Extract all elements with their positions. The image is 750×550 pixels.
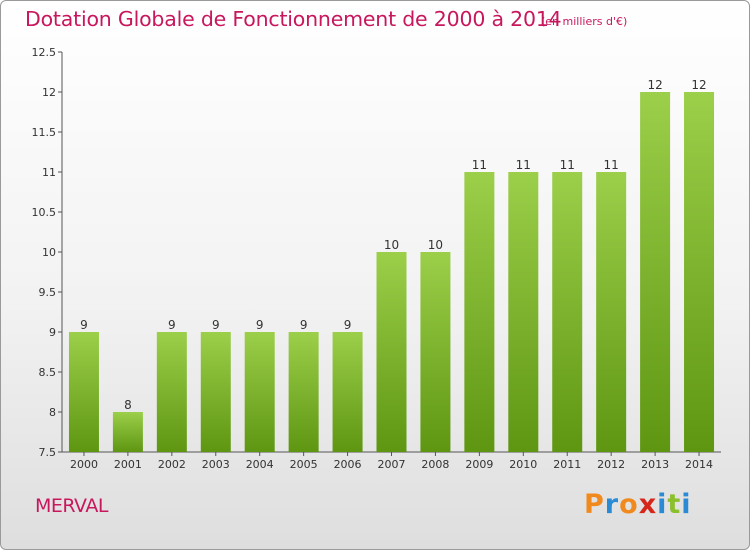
x-tick-label: 2014 (685, 458, 713, 471)
y-tick-label: 10 (42, 246, 56, 259)
y-tick-label: 11 (42, 166, 56, 179)
y-tick-label: 11.5 (32, 126, 57, 139)
logo-letter: i (657, 489, 668, 520)
x-tick-label: 2001 (114, 458, 142, 471)
bar (200, 332, 231, 452)
logo-letter: x (638, 489, 658, 520)
data-label: 12 (647, 78, 662, 92)
y-tick-label: 12.5 (32, 46, 57, 59)
data-label: 9 (168, 318, 176, 332)
bar (156, 332, 187, 452)
commune-name: MERVAL (35, 495, 108, 517)
x-tick-label: 2004 (246, 458, 274, 471)
chart-subtitle: (en milliers d'€) (541, 15, 628, 28)
logo-letter: P (584, 489, 605, 520)
x-tick-label: 2003 (202, 458, 230, 471)
y-tick-label: 9.5 (39, 286, 57, 299)
y-tick-label: 8 (49, 406, 56, 419)
data-label: 11 (604, 158, 619, 172)
bar (640, 92, 671, 452)
x-tick-label: 2009 (465, 458, 493, 471)
data-label: 9 (212, 318, 220, 332)
x-tick-label: 2008 (421, 458, 449, 471)
logo-letter: i (681, 489, 692, 520)
x-tick-label: 2000 (70, 458, 98, 471)
chart-title: Dotation Globale de Fonctionnement de 20… (25, 7, 562, 31)
bar (68, 332, 99, 452)
bar (420, 252, 451, 452)
y-tick-label: 7.5 (39, 446, 57, 459)
data-label: 10 (428, 238, 443, 252)
data-label: 9 (80, 318, 88, 332)
bar (684, 92, 715, 452)
x-tick-label: 2005 (290, 458, 318, 471)
data-label: 11 (472, 158, 487, 172)
proxiti-logo: Proxiti (584, 489, 692, 520)
logo-letter: r (604, 489, 620, 520)
data-label: 9 (256, 318, 264, 332)
data-label: 12 (691, 78, 706, 92)
ticks: 7.5 8 8.5 9 9.5 10 10.5 11 11.5 12 12.5 2000 2001 200… (32, 46, 714, 471)
data-label: 9 (344, 318, 352, 332)
logo-letter: t (667, 489, 682, 520)
x-tick-label: 2010 (509, 458, 537, 471)
logo-letter: o (619, 489, 639, 520)
data-label: 11 (560, 158, 575, 172)
bars: 9 8 9 9 9 9 9 10 10 11 11 11 11 12 12 (68, 78, 715, 452)
bar (596, 172, 627, 452)
bar (244, 332, 275, 452)
x-tick-label: 2012 (597, 458, 625, 471)
x-tick-label: 2002 (158, 458, 186, 471)
bar (288, 332, 319, 452)
data-label: 8 (124, 398, 132, 412)
data-label: 10 (384, 238, 399, 252)
bar (332, 332, 363, 452)
x-tick-label: 2013 (641, 458, 669, 471)
bar (552, 172, 583, 452)
bar (376, 252, 407, 452)
bar (112, 412, 143, 452)
y-tick-label: 10.5 (32, 206, 57, 219)
bar (464, 172, 495, 452)
y-tick-label: 8.5 (39, 366, 57, 379)
bar (508, 172, 539, 452)
x-tick-label: 2006 (334, 458, 362, 471)
y-tick-label: 12 (42, 86, 56, 99)
data-label: 9 (300, 318, 308, 332)
y-tick-label: 9 (49, 326, 56, 339)
x-tick-label: 2011 (553, 458, 581, 471)
data-label: 11 (516, 158, 531, 172)
x-tick-label: 2007 (378, 458, 406, 471)
